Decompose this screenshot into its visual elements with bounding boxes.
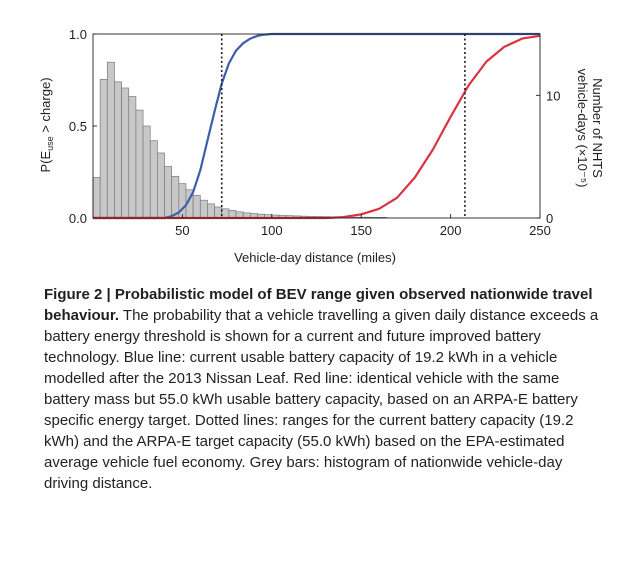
x-tick-label: 150 — [350, 223, 372, 238]
y-axis-right-label-line2: vehicle-days (×10⁻⁵) — [575, 69, 590, 188]
histogram-bar — [114, 81, 122, 219]
histogram-bar — [99, 79, 108, 219]
histogram-bar — [171, 175, 180, 219]
y-axis-left-label-tail: > charge) — [38, 77, 53, 136]
y-left-tick-label: 0.5 — [69, 119, 87, 134]
y-axis-left-label-sub: use — [45, 136, 55, 151]
x-axis-label: Vehicle-day distance (miles) — [234, 250, 396, 265]
histogram-bar — [199, 199, 208, 219]
y-left-tick-label: 1.0 — [69, 27, 87, 42]
x-tick-label: 50 — [175, 223, 189, 238]
x-tick-label: 200 — [440, 223, 462, 238]
histogram-bar — [221, 208, 230, 219]
figure: 50 100 150 200 250 0.0 0.5 1.0 0 10 Vehicle-day d… — [38, 27, 605, 265]
histogram-bar — [214, 206, 223, 219]
y-left-tick-label: 0.0 — [69, 211, 87, 226]
y-right-tick-label: 10 — [546, 88, 560, 103]
histogram-bar — [128, 96, 137, 219]
x-tick-label: 100 — [261, 223, 283, 238]
histogram-bar — [228, 210, 237, 219]
histogram-bar — [121, 87, 130, 219]
probability-lines — [93, 32, 541, 220]
reference-lines — [220, 34, 466, 218]
x-tick-label: 250 — [529, 223, 551, 238]
histogram-bar — [192, 194, 201, 219]
y-axis-right-label-line1: Number of NHTS — [590, 78, 605, 178]
blue-line — [93, 32, 540, 220]
histogram-bar — [157, 152, 165, 219]
histogram-bar — [135, 109, 144, 219]
histogram-bars — [92, 61, 387, 219]
chart: 50 100 150 200 250 0.0 0.5 1.0 0 10 Vehicle-day d… — [38, 27, 605, 265]
caption-title: Figure 2 | Probabilistic model of BEV ra… — [44, 286, 593, 324]
red-line — [93, 34, 541, 220]
figure-caption: Figure 2 | Probabilistic model of BEV ra… — [44, 284, 604, 494]
histogram-bar — [142, 125, 151, 219]
histogram-bar — [149, 140, 158, 219]
y-right-tick-label: 0 — [546, 211, 553, 226]
histogram-bar — [207, 203, 215, 219]
tick-labels: 50 100 150 200 250 0.0 0.5 1.0 0 10 — [69, 27, 561, 238]
histogram-bar — [106, 61, 115, 219]
caption-body: The probability that a vehicle travellin… — [44, 307, 599, 492]
histogram-bar — [164, 166, 173, 219]
y-axis-left-label-main: P(E — [38, 151, 53, 173]
histogram-bar — [92, 177, 101, 219]
y-axis-left-label: P(Euse > charge) — [38, 77, 55, 172]
